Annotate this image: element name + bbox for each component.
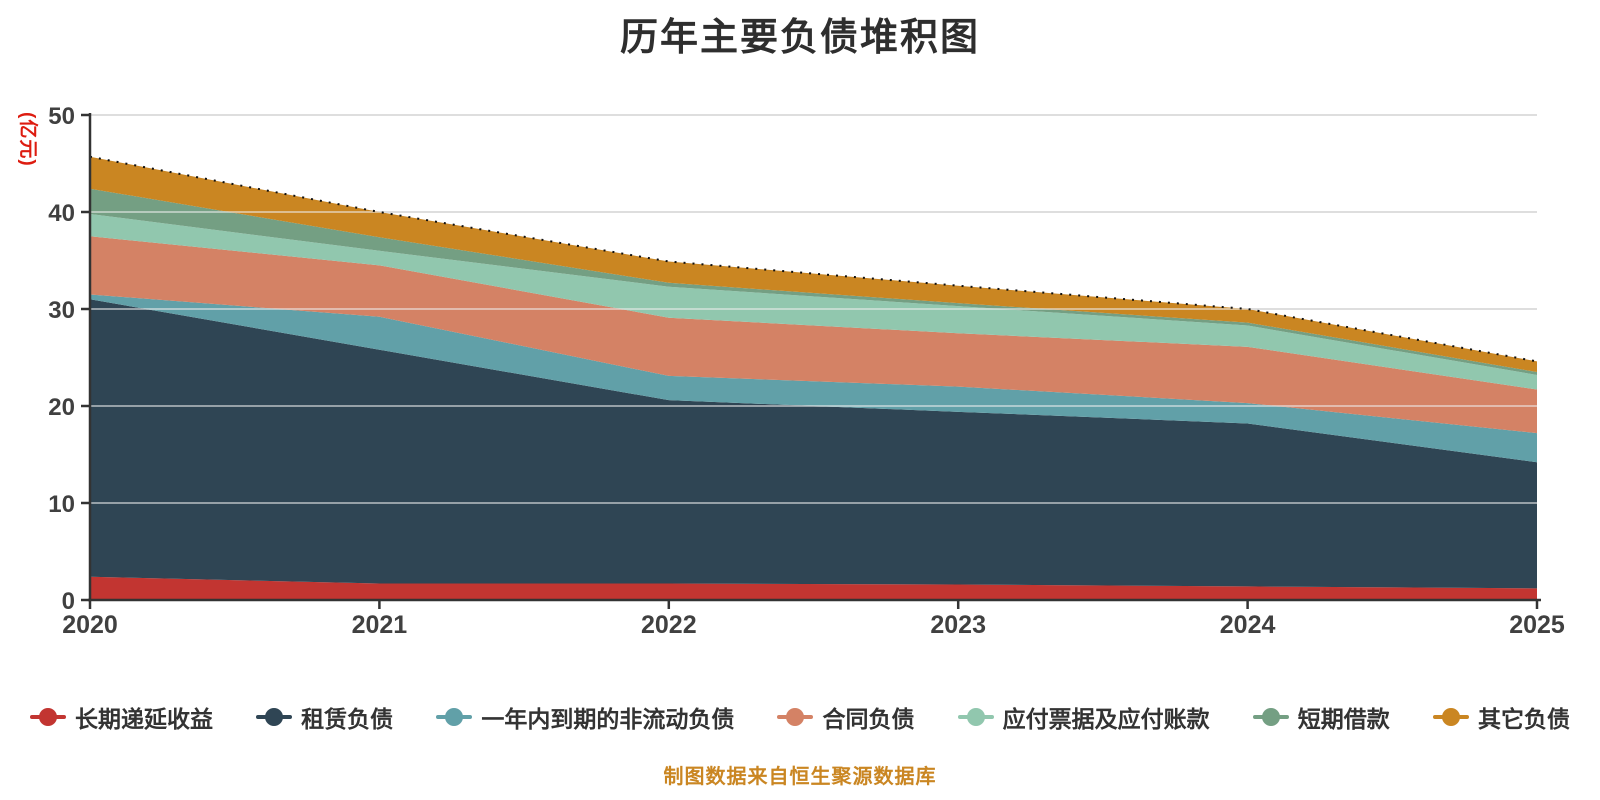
x-tick-label: 2023	[930, 611, 986, 639]
legend-line-dot-icon	[1252, 706, 1289, 728]
legend-line-dot-icon	[436, 706, 473, 728]
legend-item-5[interactable]: 应付票据及应付账款	[957, 700, 1210, 734]
area-series-2	[90, 299, 1537, 589]
area-series-4	[90, 236, 1537, 434]
legend: 长期递延收益 租赁负债 一年内到期的非流动负债 合同负债 应付票据及应付账款 短期借款 其它…	[30, 698, 1570, 736]
legend-item-6[interactable]: 短期借款	[1252, 700, 1390, 734]
legend-line-dot-icon	[1432, 706, 1469, 728]
y-tick-label: 40	[48, 200, 75, 227]
legend-line-dot-icon	[957, 706, 994, 728]
area-series-1	[90, 576, 1537, 600]
x-tick-label: 2022	[641, 611, 697, 639]
legend-item-7[interactable]: 其它负债	[1432, 700, 1570, 734]
legend-item-2[interactable]: 租赁负债	[256, 700, 393, 734]
x-tick-label: 2025	[1509, 611, 1565, 639]
legend-label: 合同负债	[822, 706, 915, 732]
y-tick-label: 10	[48, 491, 75, 518]
legend-line-dot-icon	[30, 706, 66, 728]
legend-item-1[interactable]: 长期递延收益	[30, 700, 213, 734]
chart-title: 历年主要负债堆积图	[619, 17, 980, 59]
legend-line-dot-icon	[777, 706, 814, 728]
legend-label: 短期借款	[1297, 706, 1390, 732]
legend-label: 一年内到期的非流动负债	[481, 706, 735, 732]
data-source-caption: 制图数据来自恒生聚源数据库	[663, 766, 937, 788]
legend-label: 长期递延收益	[75, 706, 213, 732]
x-tick-label: 2021	[352, 611, 408, 639]
y-axis-unit-label: (亿元)	[17, 112, 38, 167]
legend-line-dot-icon	[256, 706, 293, 728]
y-tick-label: 50	[48, 103, 75, 130]
x-tick-label: 2024	[1220, 611, 1276, 639]
y-tick-label: 20	[48, 394, 75, 421]
legend-item-3[interactable]: 一年内到期的非流动负债	[436, 700, 734, 734]
legend-item-4[interactable]: 合同负债	[777, 700, 914, 734]
area-series-5	[90, 213, 1537, 390]
area-series-3	[90, 294, 1537, 463]
x-tick-label: 2020	[62, 611, 118, 639]
legend-label: 租赁负债	[301, 706, 394, 732]
legend-label: 应付票据及应付账款	[1002, 706, 1210, 732]
legend-label: 其它负债	[1477, 706, 1570, 732]
y-tick-label: 30	[48, 297, 75, 324]
y-tick-label: 0	[62, 588, 75, 615]
